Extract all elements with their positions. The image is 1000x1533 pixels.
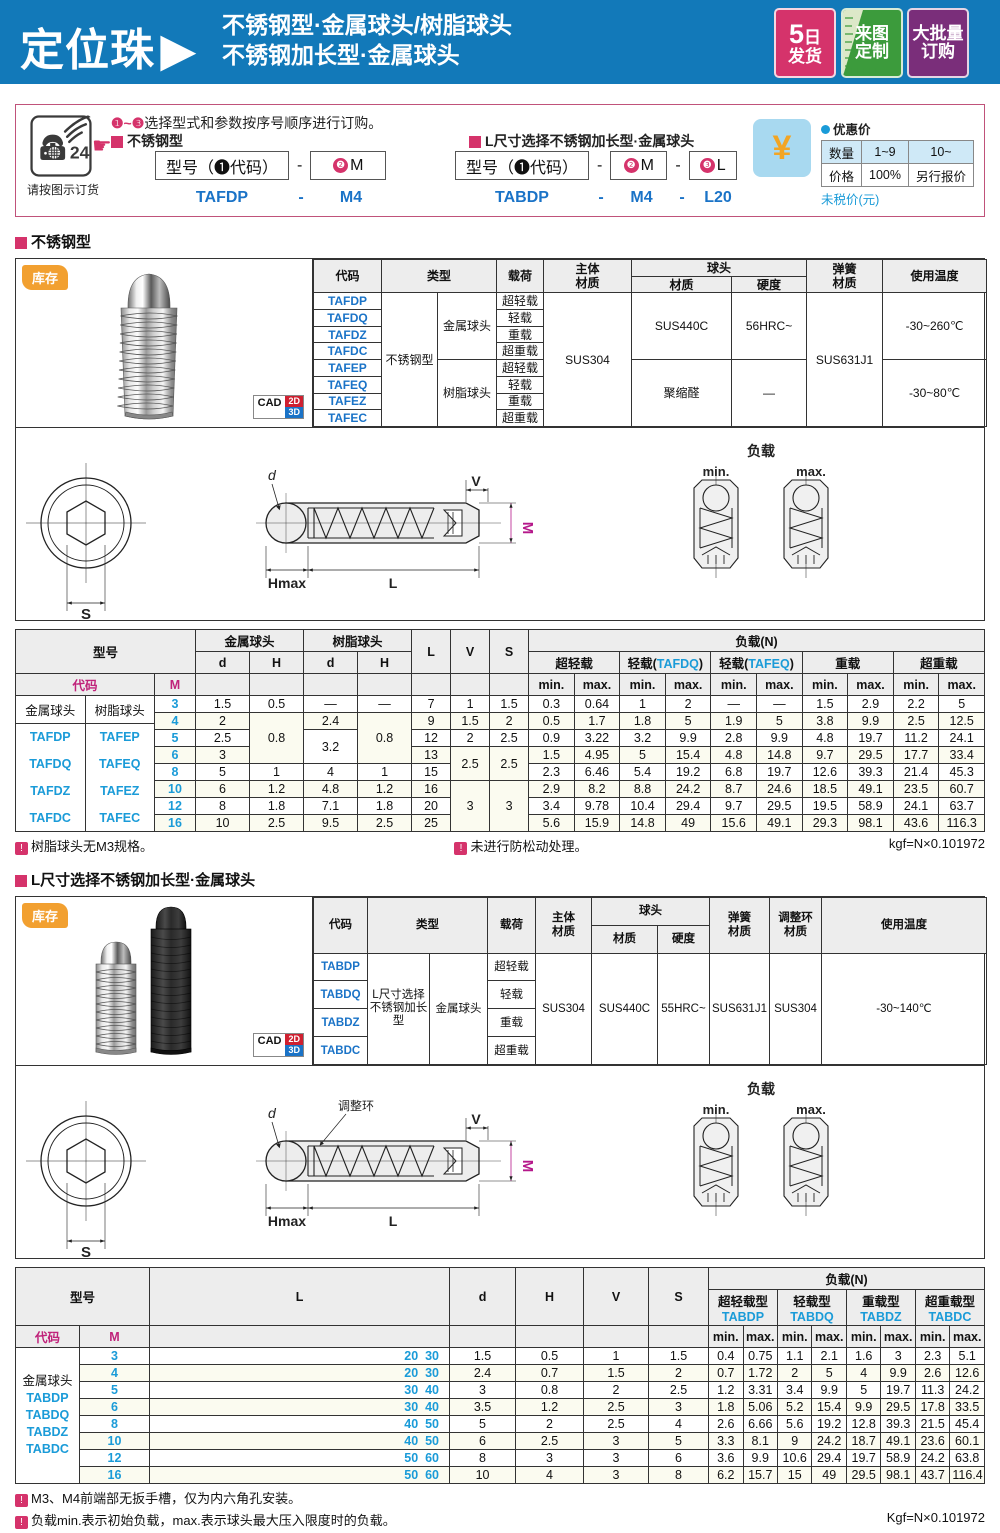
svg-text:负载: 负载: [747, 1081, 775, 1097]
svg-text:Hmax: Hmax: [268, 575, 306, 591]
svg-text:调整环: 调整环: [338, 1098, 374, 1113]
svg-text:Hmax: Hmax: [268, 1213, 306, 1229]
svg-text:S: S: [81, 1244, 91, 1259]
svg-text:V: V: [471, 473, 481, 489]
svg-text:d: d: [268, 467, 277, 483]
svg-text:L: L: [389, 575, 398, 591]
svg-text:负载: 负载: [747, 443, 775, 459]
svg-text:24: 24: [70, 142, 90, 162]
svg-text:L: L: [389, 1213, 398, 1229]
svg-text:S: S: [81, 606, 91, 621]
svg-text:M: M: [519, 522, 536, 535]
svg-text:max.: max.: [796, 1102, 826, 1117]
svg-text:V: V: [471, 1111, 481, 1127]
svg-text:M: M: [519, 1160, 536, 1173]
svg-text:d: d: [268, 1105, 277, 1121]
svg-text:max.: max.: [796, 464, 826, 479]
